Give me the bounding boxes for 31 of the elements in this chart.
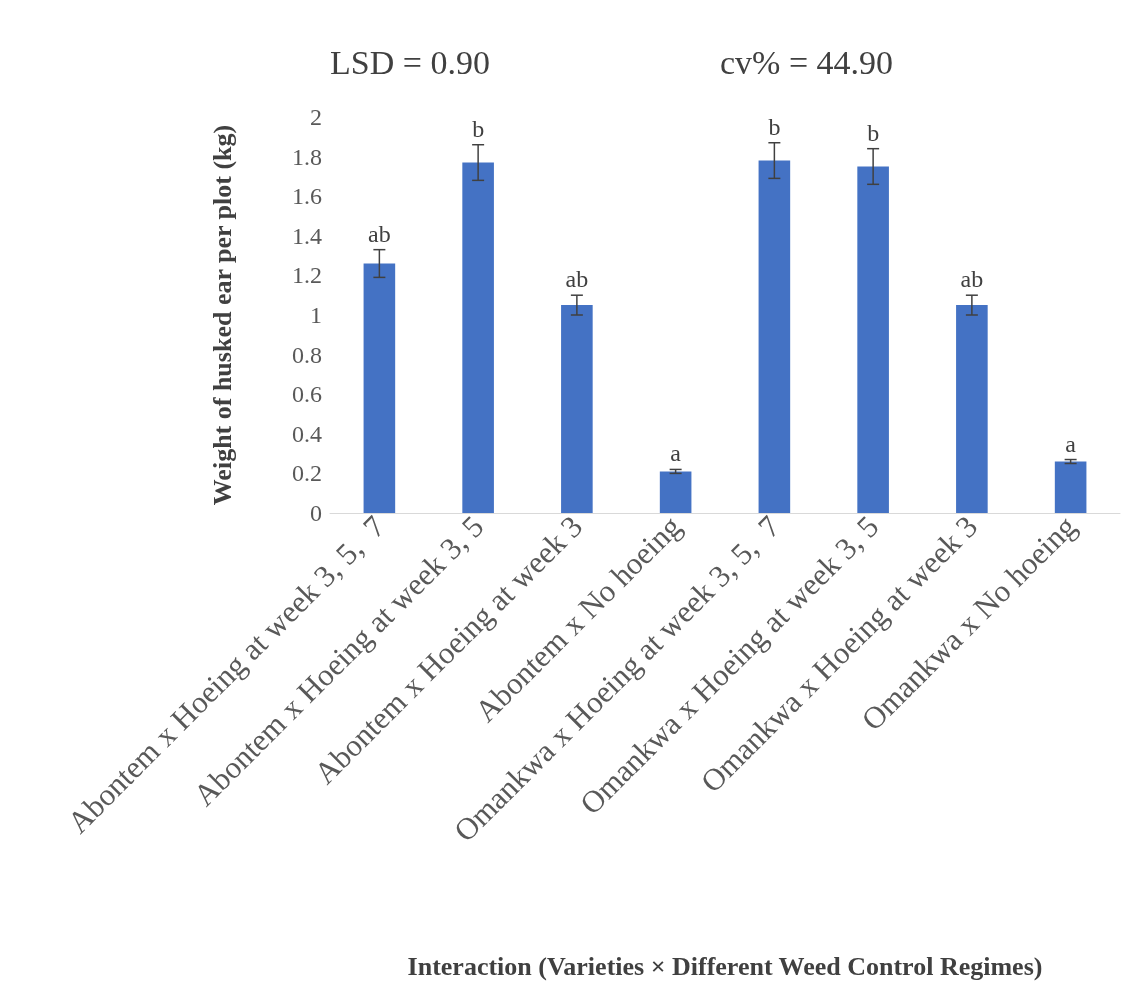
bar — [561, 305, 593, 513]
y-tick-label: 0 — [310, 500, 322, 526]
annotation: ab — [960, 266, 984, 293]
bar — [363, 263, 396, 513]
annotation: b — [867, 119, 880, 146]
y-tick-label: 1.6 — [292, 183, 322, 210]
annotation: a — [1065, 430, 1077, 457]
bar — [758, 160, 791, 513]
y-axis-title: Weight of husked ear per plot (kg) — [207, 124, 237, 506]
bar — [659, 471, 692, 513]
y-tick-label: 0.8 — [292, 341, 322, 368]
y-tick-label: 0.4 — [292, 420, 322, 447]
y-tick-label: 0.6 — [292, 381, 322, 408]
annotation: a — [670, 440, 682, 467]
y-tick-label: 1.4 — [292, 222, 322, 249]
y-tick-label: 1.8 — [292, 143, 322, 170]
annotation: ab — [368, 220, 391, 247]
y-tick-label: 0.2 — [292, 460, 322, 487]
text: cv% = 44.90 — [720, 43, 894, 81]
bar — [1054, 461, 1087, 513]
bar — [462, 162, 494, 513]
bar — [956, 305, 988, 513]
x-axis-title: Interaction (Varieties × Different Weed Control Regimes) — [407, 951, 1043, 981]
y-tick-label: 2 — [310, 104, 322, 130]
bar — [857, 166, 889, 513]
text: LSD = 0.90 — [330, 43, 490, 81]
annotation: ab — [565, 266, 589, 293]
y-tick-label: 1 — [310, 302, 322, 328]
y-tick-label: 1.2 — [292, 262, 322, 289]
annotation: b — [472, 115, 485, 142]
annotation: b — [768, 113, 781, 140]
